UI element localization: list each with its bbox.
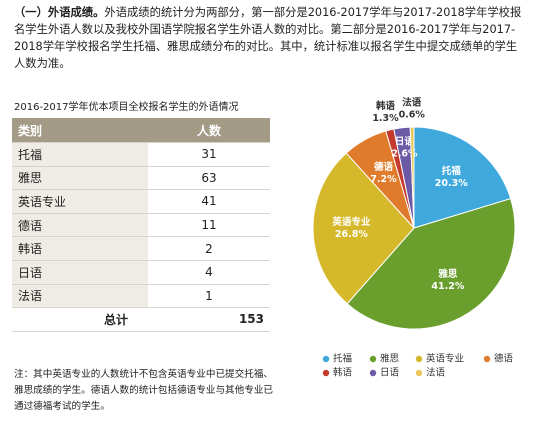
intro-lead: （一）外语成绩。 bbox=[14, 6, 105, 19]
legend-label: 日语 bbox=[380, 368, 400, 379]
slice-value: 20.3% bbox=[435, 178, 468, 189]
slice-value: 41.2% bbox=[431, 281, 464, 292]
table-row: 托福 31 bbox=[12, 142, 270, 167]
intro-text: 外语成绩的统计分为两部分，第一部分是2016-2017学年与2017-2018学… bbox=[14, 6, 522, 70]
table-cell: 41 bbox=[148, 189, 270, 214]
table-cell: 63 bbox=[148, 166, 270, 191]
slice-category: 法语 bbox=[402, 97, 422, 109]
table-cell: 1 bbox=[148, 284, 270, 309]
table-cell: 托福 bbox=[12, 142, 148, 167]
slice-category: 韩语 bbox=[376, 100, 396, 112]
slice-category: 雅思 bbox=[437, 268, 458, 280]
table-cell: 153 bbox=[148, 307, 270, 332]
table-cell: 31 bbox=[148, 142, 270, 167]
legend-label: 托福 bbox=[333, 353, 352, 365]
pie-slice bbox=[346, 197, 516, 330]
legend-label: 法语 bbox=[426, 367, 446, 379]
table-cell: 总计 bbox=[12, 307, 148, 332]
intro: （一）外语成绩。外语成绩的统计分为两部分，第一部分是2016-2017学年与20… bbox=[14, 4, 522, 72]
slice-value: 2.6% bbox=[391, 148, 418, 159]
slice-value: 1.3% bbox=[372, 113, 399, 124]
table-cell: 法语 bbox=[12, 284, 148, 309]
table-row: 韩语 2 bbox=[12, 236, 270, 261]
table-cell: 韩语 bbox=[12, 236, 148, 261]
slice-category: 日语 bbox=[395, 135, 415, 147]
table-cell: 4 bbox=[148, 260, 270, 285]
legend-swatch bbox=[415, 369, 423, 377]
slice-category: 托福 bbox=[442, 165, 462, 177]
legend-label: 雅思 bbox=[380, 353, 400, 365]
legend-label: 德语 bbox=[494, 353, 514, 365]
table-row: 总计 153 bbox=[12, 307, 270, 332]
table-row: 类别 人数 bbox=[12, 118, 270, 143]
table-row: 英语专业 41 bbox=[12, 189, 270, 214]
table-row: 法语 1 bbox=[12, 284, 270, 309]
table-cell: 2 bbox=[148, 236, 270, 261]
legend-swatch bbox=[322, 355, 330, 363]
legend-swatch bbox=[483, 355, 491, 363]
slice-value: 7.2% bbox=[370, 174, 397, 185]
pie-slice bbox=[409, 126, 415, 229]
legend-swatch bbox=[322, 369, 330, 377]
slice-category: 德语 bbox=[374, 161, 394, 173]
table: 类别 人数 托福 31 雅思 63 英语专业 41 德语 11 韩语 2 日语 4 法语 1 总计 153 bbox=[12, 118, 270, 332]
table-row: 日语 4 bbox=[12, 260, 270, 285]
slice-value: 0.6% bbox=[399, 110, 426, 121]
legend-swatch bbox=[369, 369, 377, 377]
table-cell: 11 bbox=[148, 213, 270, 238]
pie-slice bbox=[312, 152, 415, 305]
slice-category: 英语专业 bbox=[332, 216, 371, 228]
legend-label: 韩语 bbox=[333, 367, 353, 379]
table-row: 德语 11 bbox=[12, 213, 270, 238]
table-cell: 英语专业 bbox=[12, 189, 148, 214]
table-row: 雅思 63 bbox=[12, 166, 270, 191]
table-cell: 雅思 bbox=[12, 166, 148, 191]
legend-swatch bbox=[415, 355, 423, 363]
slice-value: 26.8% bbox=[335, 229, 368, 240]
note: 注：其中英语专业的人数统计不包含英语专业中已提交托福、雅思成绩的学生。德语人数的… bbox=[14, 369, 274, 412]
legend-label: 英语专业 bbox=[426, 353, 464, 365]
table-cell: 日语 bbox=[12, 260, 148, 285]
legend-swatch bbox=[369, 355, 377, 363]
pie-slice bbox=[413, 126, 512, 229]
table-caption: 2016-2017学年优本项目全校报名学生的外语情况 bbox=[14, 102, 239, 113]
table-cell: 德语 bbox=[12, 213, 148, 238]
table-cell: 类别 bbox=[12, 118, 148, 143]
table-cell: 人数 bbox=[148, 118, 270, 143]
